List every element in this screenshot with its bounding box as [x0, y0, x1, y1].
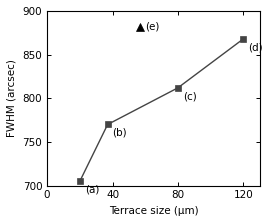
Text: (b): (b) — [113, 128, 127, 138]
Text: (a): (a) — [85, 185, 99, 195]
Text: (e): (e) — [145, 22, 160, 32]
X-axis label: Terrace size (μm): Terrace size (μm) — [109, 206, 198, 216]
Y-axis label: FWHM (arcsec): FWHM (arcsec) — [7, 59, 17, 137]
Text: (d): (d) — [248, 42, 263, 52]
Text: (c): (c) — [183, 91, 197, 101]
